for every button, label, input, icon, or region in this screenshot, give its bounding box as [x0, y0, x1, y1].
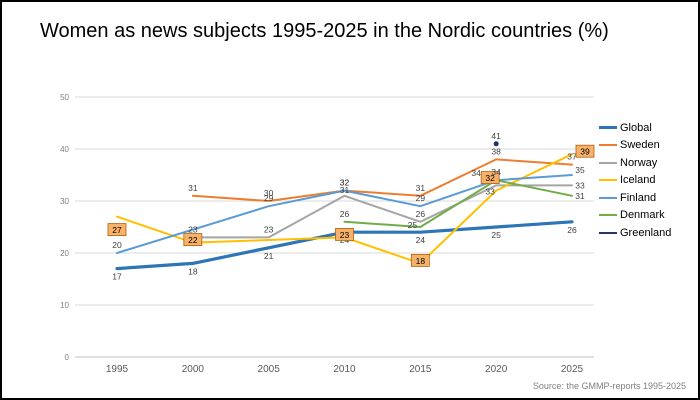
y-axis-tick-label: 50 — [60, 93, 69, 102]
data-point-marker — [493, 141, 499, 147]
data-label: 24 — [416, 235, 426, 245]
legend-item-norway: Norway — [599, 156, 671, 169]
data-label: 32 — [340, 178, 350, 188]
series-line — [116, 153, 573, 265]
data-label: 23 — [188, 224, 198, 234]
series-sweden — [191, 158, 573, 202]
data-label: 21 — [264, 251, 274, 261]
data-label: 35 — [575, 165, 585, 175]
series-finland — [116, 174, 573, 254]
data-label: 23 — [264, 224, 274, 234]
legend-label: Norway — [620, 156, 658, 169]
data-label: 33 — [575, 180, 585, 190]
data-label: 22 — [188, 235, 198, 245]
data-label-box — [335, 227, 354, 241]
data-label: 27 — [112, 225, 122, 235]
data-label: 26 — [416, 209, 426, 219]
data-label: 25 — [491, 230, 501, 240]
data-label: 23 — [340, 230, 350, 240]
data-label: 26 — [340, 209, 350, 219]
legend-label: Denmark — [620, 209, 665, 221]
data-label: 41 — [491, 131, 501, 141]
data-label: 34 — [491, 167, 501, 177]
x-axis-tick-label: 2020 — [485, 364, 508, 375]
series-greenland — [493, 141, 499, 147]
series-labels-greenland: 41 — [491, 131, 501, 141]
data-label: 29 — [416, 193, 426, 203]
x-axis-tick-label: 2025 — [561, 364, 584, 375]
y-axis-tick-label: 10 — [60, 301, 69, 310]
legend-swatch — [599, 196, 617, 199]
legend-swatch — [599, 144, 617, 146]
series-labels-norway: 23 23 31 26 33 33 — [188, 180, 585, 234]
data-label: 25 — [408, 220, 418, 230]
legend-swatch — [599, 231, 617, 234]
legend-swatch — [599, 214, 617, 216]
series-line — [343, 179, 573, 228]
chart-title: Women as news subjects 1995-2025 in the … — [40, 20, 609, 42]
data-label: 26 — [567, 225, 577, 235]
legend-item-finland: Finland — [599, 191, 671, 204]
legend-swatch — [599, 179, 617, 181]
data-label: 37 — [567, 152, 577, 162]
legend-item-global: Global — [599, 121, 671, 134]
legend-label: Greenland — [620, 226, 672, 239]
x-axis-tick-label: 2015 — [409, 364, 432, 375]
y-axis-tick-label: 30 — [60, 197, 69, 206]
data-label: 20 — [112, 240, 122, 250]
data-label: 29 — [264, 193, 274, 203]
legend-label: Finland — [620, 191, 657, 204]
data-label-box — [107, 223, 127, 237]
legend-item-sweden: Sweden — [599, 139, 671, 152]
source-note: Source: the GMMP-reports 1995-2025 — [532, 381, 686, 391]
x-axis-tick-label: 2000 — [182, 364, 205, 375]
legend-item-iceland: Iceland — [599, 174, 671, 187]
y-axis-tick-label: 40 — [60, 145, 69, 154]
data-label: 31 — [416, 183, 426, 193]
legend-swatch — [599, 161, 617, 164]
data-label-box — [410, 253, 430, 267]
legend: Global Sweden Norway Iceland Finland Denmark G… — [599, 121, 671, 239]
legend-label: Iceland — [620, 174, 656, 186]
data-label: 31 — [575, 191, 585, 201]
data-label: 39 — [580, 147, 590, 157]
data-label: 31 — [188, 183, 198, 193]
y-axis-tick-label: 0 — [65, 353, 70, 362]
x-axis-tick-label: 2010 — [333, 364, 356, 375]
legend-item-denmark: Denmark — [599, 209, 671, 222]
series-line — [116, 174, 573, 254]
series-line — [191, 158, 573, 202]
data-label: 33 — [485, 186, 495, 196]
series-denmark — [343, 179, 573, 228]
data-label: 31 — [340, 185, 350, 195]
data-label: 38 — [491, 146, 501, 156]
data-label-box — [575, 144, 595, 158]
data-label: 32 — [340, 178, 350, 188]
series-labels-finland: 20 29 32 29 34 35 — [112, 165, 585, 250]
legend-item-greenland: Greenland — [599, 226, 671, 239]
x-axis: 1995 2000 2005 2010 2015 2020 2025 — [106, 364, 584, 375]
y-axis-tick-label: 20 — [60, 249, 69, 258]
series-iceland — [116, 153, 573, 265]
data-label: 18 — [416, 256, 426, 266]
legend-swatch — [599, 126, 617, 129]
data-label: 17 — [112, 272, 122, 282]
data-label: 30 — [264, 188, 274, 198]
x-axis-tick-label: 1995 — [106, 364, 129, 375]
legend-label: Global — [620, 121, 652, 134]
data-label-box — [183, 233, 203, 247]
data-label: 18 — [188, 266, 198, 276]
legend-label: Sweden — [620, 139, 660, 151]
data-label: 32 — [485, 173, 495, 183]
data-label: 34 — [471, 168, 481, 178]
x-axis-tick-label: 2005 — [258, 364, 281, 375]
data-label-box — [480, 171, 500, 185]
